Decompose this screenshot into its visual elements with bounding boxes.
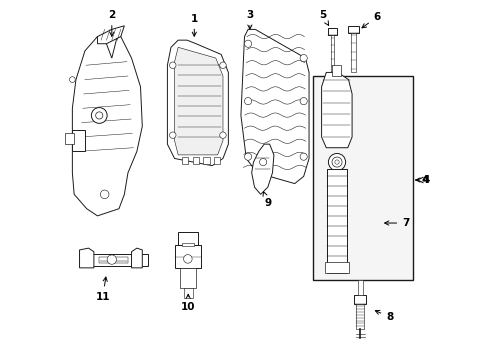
Polygon shape: [183, 288, 192, 298]
Polygon shape: [72, 37, 142, 216]
Polygon shape: [167, 40, 228, 166]
Polygon shape: [178, 232, 198, 244]
Circle shape: [100, 190, 109, 199]
Polygon shape: [65, 134, 74, 144]
Circle shape: [328, 153, 345, 171]
Polygon shape: [325, 262, 348, 273]
Polygon shape: [99, 257, 128, 263]
Polygon shape: [97, 26, 124, 44]
Polygon shape: [182, 243, 194, 246]
Circle shape: [219, 132, 226, 138]
Circle shape: [96, 112, 102, 119]
Circle shape: [259, 158, 266, 166]
Circle shape: [219, 62, 226, 68]
Text: 5: 5: [318, 10, 328, 26]
Polygon shape: [351, 33, 356, 72]
Polygon shape: [72, 130, 85, 151]
Circle shape: [300, 54, 306, 62]
Polygon shape: [251, 144, 273, 194]
Polygon shape: [241, 30, 308, 184]
Circle shape: [69, 77, 75, 82]
Polygon shape: [174, 47, 223, 155]
Polygon shape: [131, 248, 142, 268]
Text: 9: 9: [263, 192, 271, 208]
Polygon shape: [203, 157, 209, 164]
Polygon shape: [327, 28, 336, 35]
Circle shape: [300, 153, 306, 160]
Circle shape: [244, 153, 251, 160]
Polygon shape: [326, 169, 346, 273]
Polygon shape: [348, 26, 359, 33]
Text: 4: 4: [415, 175, 428, 185]
Text: 10: 10: [181, 294, 195, 312]
Text: 7: 7: [384, 218, 409, 228]
Text: 6: 6: [361, 12, 380, 28]
Circle shape: [183, 255, 192, 263]
Circle shape: [107, 255, 116, 264]
Polygon shape: [180, 268, 196, 288]
Polygon shape: [332, 65, 341, 76]
Circle shape: [169, 62, 176, 68]
Polygon shape: [357, 280, 362, 295]
Circle shape: [334, 160, 339, 164]
Polygon shape: [321, 72, 351, 148]
Polygon shape: [214, 157, 220, 164]
Circle shape: [244, 98, 251, 105]
Text: 4: 4: [421, 175, 428, 185]
Circle shape: [169, 132, 176, 138]
Circle shape: [331, 157, 341, 167]
Polygon shape: [174, 244, 201, 268]
Text: 1: 1: [190, 14, 198, 36]
Polygon shape: [80, 248, 94, 268]
Circle shape: [91, 108, 107, 123]
Polygon shape: [182, 157, 188, 164]
Text: 11: 11: [95, 277, 110, 302]
Bar: [312, 76, 412, 280]
Polygon shape: [192, 157, 199, 164]
Circle shape: [300, 98, 306, 105]
Text: 8: 8: [375, 310, 392, 322]
Polygon shape: [353, 295, 366, 304]
Text: 3: 3: [246, 10, 253, 29]
Polygon shape: [330, 35, 333, 76]
Circle shape: [244, 40, 251, 47]
Text: 2: 2: [108, 10, 115, 36]
Polygon shape: [356, 304, 364, 329]
Polygon shape: [80, 253, 147, 266]
